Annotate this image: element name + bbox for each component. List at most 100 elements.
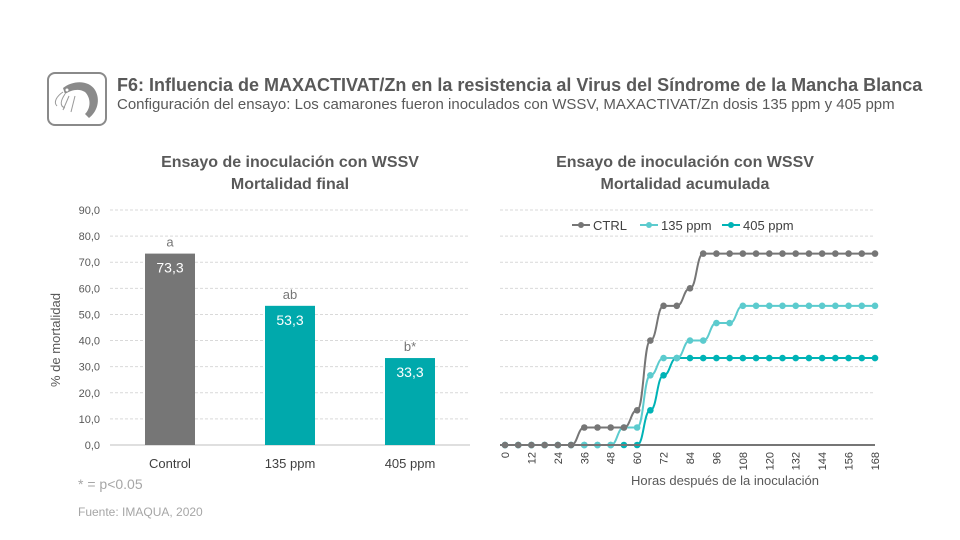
line-x-tick: 48 [606, 452, 618, 464]
data-point [660, 371, 667, 379]
data-point [594, 424, 601, 431]
data-point [845, 302, 852, 310]
data-point [858, 354, 866, 362]
data-point [765, 354, 773, 362]
line-chart-title: Ensayo de inoculación con WSSV Mortalida… [490, 152, 880, 196]
data-point [765, 250, 773, 257]
line-chart-title-line1: Ensayo de inoculación con WSSV [556, 154, 814, 171]
data-point [818, 302, 826, 310]
series-line [505, 304, 875, 446]
data-point [818, 354, 826, 362]
bar-y-tick: 40,0 [79, 336, 100, 348]
data-point [699, 337, 707, 344]
data-point [686, 285, 694, 292]
significance-note: * = p<0.05 [78, 476, 143, 492]
data-point [792, 354, 800, 362]
bar-y-tick: 50,0 [79, 309, 100, 321]
data-point [580, 424, 588, 431]
bar-significance-label: b* [404, 339, 416, 354]
data-point [871, 354, 879, 362]
data-point [699, 250, 707, 257]
data-point [673, 302, 681, 310]
line-x-tick: 24 [553, 452, 565, 464]
bar [265, 305, 315, 445]
data-point [858, 250, 866, 257]
bar-value-label: 33,3 [396, 364, 423, 380]
bar [145, 253, 195, 445]
series-line [505, 252, 875, 446]
page-title: F6: Influencia de MAXACTIVAT/Zn en la re… [117, 75, 923, 95]
bar-y-tick: 80,0 [79, 231, 100, 243]
data-point [607, 424, 615, 431]
data-point [871, 250, 879, 257]
bar-significance-label: ab [283, 287, 297, 302]
bar-y-tick: 90,0 [79, 205, 100, 217]
line-x-tick: 96 [711, 452, 723, 464]
data-point [633, 406, 641, 414]
data-point [805, 250, 813, 257]
data-point [752, 302, 760, 310]
data-point [686, 337, 694, 344]
line-chart-title-line2: Mortalidad acumulada [600, 176, 770, 193]
data-point [765, 302, 773, 310]
bar-x-tick: Control [149, 456, 191, 471]
line-x-label: Horas después de la inoculación [631, 473, 819, 488]
bar-significance-label: a [166, 235, 174, 250]
data-point [818, 250, 826, 257]
data-point [713, 354, 720, 362]
bar-y-tick: 30,0 [79, 362, 100, 374]
source-note: Fuente: IMAQUA, 2020 [78, 505, 203, 519]
line-x-tick: 168 [870, 452, 882, 470]
data-point [792, 250, 800, 257]
line-x-tick: 120 [764, 452, 776, 470]
data-point [832, 354, 839, 362]
legend-marker [646, 222, 652, 228]
page-subtitle: Configuración del ensayo: Los camarones … [117, 96, 895, 113]
data-point [845, 250, 852, 257]
data-point [805, 354, 813, 362]
series-line [505, 357, 875, 446]
data-point [792, 302, 800, 310]
bar-y-label: % de mortalidad [48, 293, 63, 387]
bar [385, 358, 435, 445]
data-point [779, 250, 786, 257]
legend-label: 135 ppm [661, 218, 712, 233]
data-point [739, 354, 747, 362]
data-point [726, 250, 733, 257]
data-point [871, 302, 879, 310]
data-point [779, 354, 786, 362]
line-x-tick: 72 [659, 452, 671, 464]
data-point [739, 250, 747, 257]
line-x-tick: 12 [526, 452, 538, 464]
legend-marker [728, 222, 734, 228]
data-point [739, 302, 747, 310]
data-point [686, 354, 694, 362]
shrimp-icon [54, 82, 98, 118]
data-point [620, 424, 628, 431]
data-point [805, 302, 813, 310]
data-point [647, 337, 654, 344]
bar-chart-title: Ensayo de inoculación con WSSV Mortalida… [110, 152, 470, 196]
bar-chart-title-line2: Mortalidad final [230, 176, 350, 193]
data-point [726, 319, 733, 327]
bar-y-tick: 20,0 [79, 388, 100, 400]
line-x-tick: 60 [632, 452, 644, 464]
line-x-tick: 156 [844, 452, 856, 470]
data-point [647, 371, 654, 379]
data-point [858, 302, 866, 310]
bar-y-tick: 0,0 [85, 440, 100, 452]
data-point [832, 302, 839, 310]
data-point [752, 354, 760, 362]
data-point [660, 354, 667, 362]
data-point [779, 302, 786, 310]
line-x-tick: 144 [817, 452, 829, 470]
bar-y-tick: 10,0 [79, 414, 100, 426]
shrimp-logo [47, 72, 107, 126]
bar-x-tick: 405 ppm [385, 456, 436, 471]
bar-y-tick: 70,0 [79, 257, 100, 269]
legend-label: 405 ppm [743, 218, 794, 233]
data-point [845, 354, 852, 362]
data-point [660, 302, 667, 310]
data-point [647, 406, 654, 414]
